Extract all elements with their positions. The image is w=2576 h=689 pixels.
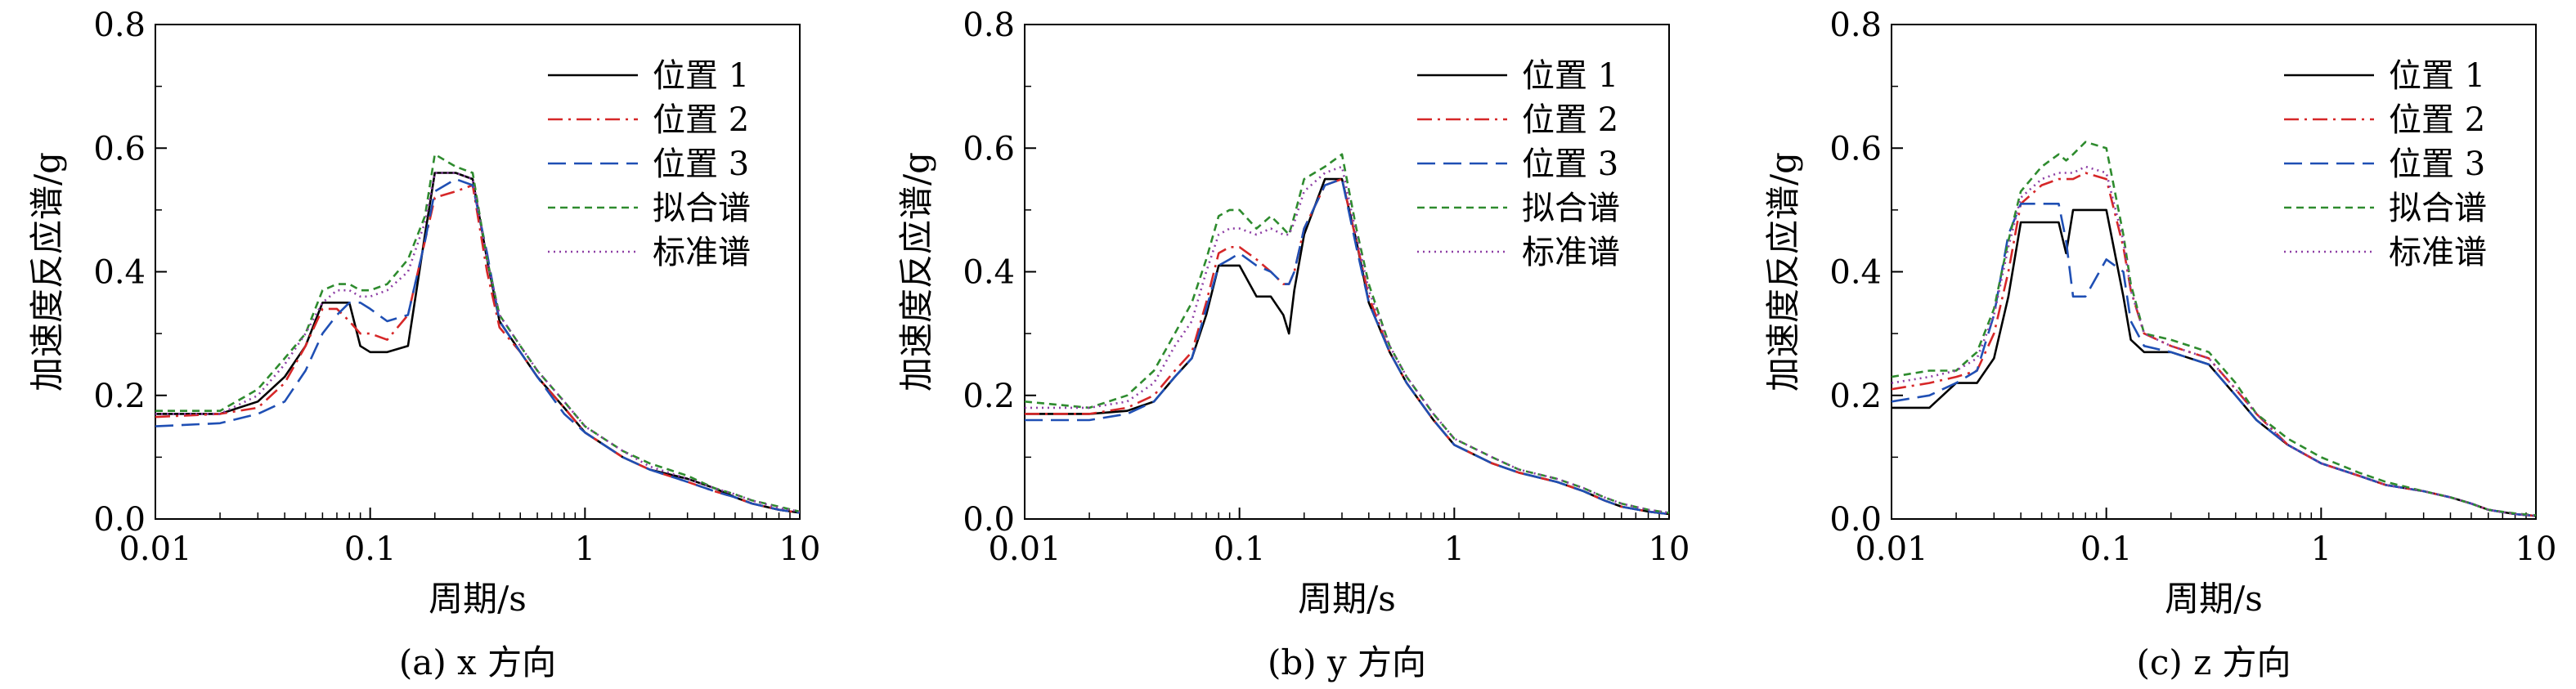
y-axis-label: 加速度反应谱/g	[896, 152, 936, 391]
chart-panel-y: 0.01 0.1 1 10 0.0 0.2 0.4 0.6 0.8 位置 1 位置 2 位置 3 拟合谱…	[896, 7, 1690, 682]
y-tick-label: 0.0	[93, 501, 146, 539]
y-tick-label: 0.6	[1829, 130, 1882, 168]
y-tick-label: 0.4	[1829, 254, 1882, 292]
y-tick-label: 0.8	[93, 7, 146, 44]
legend-label-5: 标准谱	[2389, 234, 2487, 271]
legend-label-2: 位置 2	[2389, 101, 2485, 139]
x-tick-label: 0.01	[988, 530, 1061, 568]
series-line-2	[1025, 177, 1669, 516]
y-axis-label: 加速度反应谱/g	[27, 152, 67, 391]
series-line-1	[1025, 177, 1669, 516]
y-tick-label: 0.6	[963, 130, 1015, 168]
y-tick-label: 0.8	[963, 7, 1015, 44]
series-line-3	[155, 177, 800, 514]
x-tick-label: 1	[1444, 530, 1465, 568]
panel-caption: (b) y 方向	[1268, 642, 1426, 682]
plot-frame	[1024, 24, 1670, 520]
series-group	[1025, 153, 1669, 516]
x-axis-label: 周期/s	[429, 579, 527, 619]
y-tick-label: 0.0	[1829, 501, 1882, 539]
series-line-5	[155, 172, 800, 513]
y-tick-label: 0.4	[93, 254, 146, 292]
series-group	[1892, 141, 2536, 517]
series-line-4	[1025, 153, 1669, 514]
y-tick-label: 0.8	[1829, 7, 1882, 44]
x-tick-label: 10	[1649, 530, 1690, 568]
chart-panel-z: 0.01 0.1 1 10 0.0 0.2 0.4 0.6 0.8 位置 1 位置 2 位置 3 拟合谱…	[1763, 7, 2556, 682]
x-tick-label: 1	[2311, 530, 2331, 568]
legend-label-4: 拟合谱	[2389, 190, 2487, 227]
legend-label-2: 位置 2	[653, 101, 749, 139]
legend-label-4: 拟合谱	[1522, 190, 1620, 227]
x-axis-label: 周期/s	[2165, 579, 2263, 619]
panel-caption: (a) x 方向	[399, 642, 556, 682]
series-line-2	[155, 184, 800, 514]
legend-label-2: 位置 2	[1522, 101, 1618, 139]
y-tick-label: 0.2	[963, 378, 1015, 415]
x-tick-label: 0.1	[2080, 530, 2133, 568]
series-group	[155, 153, 800, 514]
legend-label-5: 标准谱	[653, 234, 751, 271]
y-axis-label: 加速度反应谱/g	[1763, 152, 1803, 391]
y-tick-label: 0.6	[93, 130, 146, 168]
y-tick-label: 0.2	[1829, 378, 1882, 415]
y-tick-label: 0.2	[93, 378, 146, 415]
y-tick-label: 0.4	[963, 254, 1015, 292]
x-tick-label: 1	[575, 530, 595, 568]
x-tick-label: 0.01	[1855, 530, 1928, 568]
legend-label-5: 标准谱	[1522, 234, 1620, 271]
legend-label-3: 位置 3	[2389, 145, 2485, 183]
legend-label-3: 位置 3	[1522, 145, 1618, 183]
x-tick-label: 0.1	[1214, 530, 1266, 568]
series-line-3	[1025, 177, 1669, 516]
y-tick-label: 0.0	[963, 501, 1015, 539]
chart-panel-x: 0.01 0.1 1 10 0.0 0.2 0.4 0.6 0.8 位置 1 位置 2 位置 3 拟合谱…	[27, 7, 820, 682]
legend-label-1: 位置 1	[2389, 57, 2485, 95]
x-tick-label: 0.01	[119, 530, 191, 568]
x-tick-label: 0.1	[344, 530, 397, 568]
plot-frame	[1891, 24, 2537, 520]
x-tick-label: 10	[779, 530, 821, 568]
series-line-4	[155, 153, 800, 513]
x-axis-label: 周期/s	[1298, 579, 1396, 619]
plot-frame	[155, 24, 801, 520]
panel-caption: (c) z 方向	[2136, 642, 2291, 682]
x-tick-label: 10	[2515, 530, 2557, 568]
legend-label-3: 位置 3	[653, 145, 749, 183]
legend-label-4: 拟合谱	[653, 190, 751, 227]
series-line-5	[1892, 165, 2536, 517]
legend-label-1: 位置 1	[653, 57, 749, 95]
legend-label-1: 位置 1	[1522, 57, 1618, 95]
